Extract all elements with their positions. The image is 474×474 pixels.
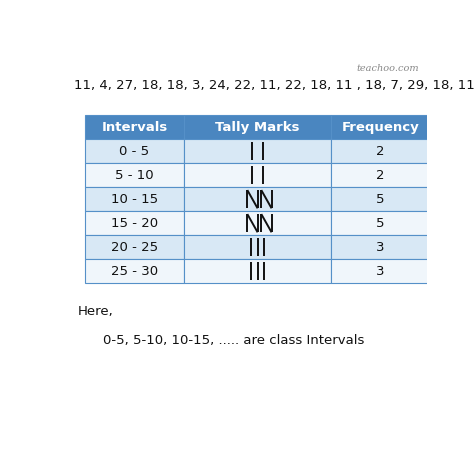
Bar [331,115,430,139]
Text: Frequency: Frequency [342,121,419,134]
Text: 3: 3 [376,241,385,254]
Bar [85,235,184,259]
Text: 3: 3 [376,264,385,278]
Bar [85,187,184,211]
Text: 20 - 25: 20 - 25 [111,241,158,254]
Bar [85,139,184,163]
Text: 0-5, 5-10, 10-15, ..... are class Intervals: 0-5, 5-10, 10-15, ..... are class Interv… [103,334,365,347]
Text: 15 - 20: 15 - 20 [111,217,158,230]
Text: 2: 2 [376,145,385,158]
Bar [184,163,331,187]
Bar [184,259,331,283]
Bar [184,211,331,235]
Text: 0 - 5: 0 - 5 [119,145,150,158]
Bar [184,187,331,211]
Text: 5: 5 [376,193,385,206]
Bar [331,259,430,283]
Text: 2: 2 [376,169,385,182]
Bar [331,235,430,259]
Text: 5: 5 [376,217,385,230]
Text: 5 - 10: 5 - 10 [115,169,154,182]
Bar [184,235,331,259]
Bar [184,139,331,163]
Text: Intervals: Intervals [101,121,168,134]
Bar [331,163,430,187]
Text: 11, 4, 27, 18, 18, 3, 24, 22, 11, 22, 18, 11 , 18, 7, 29, 18, 11, 6, 29, 11: 11, 4, 27, 18, 18, 3, 24, 22, 11, 22, 18… [74,79,474,92]
Bar [331,187,430,211]
Bar [85,163,184,187]
Bar [331,139,430,163]
Bar [85,211,184,235]
Bar [331,211,430,235]
Bar [85,115,184,139]
Text: Tally Marks: Tally Marks [215,121,300,134]
Text: Here,: Here, [78,305,113,318]
Bar [85,259,184,283]
Text: 25 - 30: 25 - 30 [111,264,158,278]
Bar [184,115,331,139]
Text: teachoo.com: teachoo.com [356,64,419,73]
Text: 10 - 15: 10 - 15 [111,193,158,206]
